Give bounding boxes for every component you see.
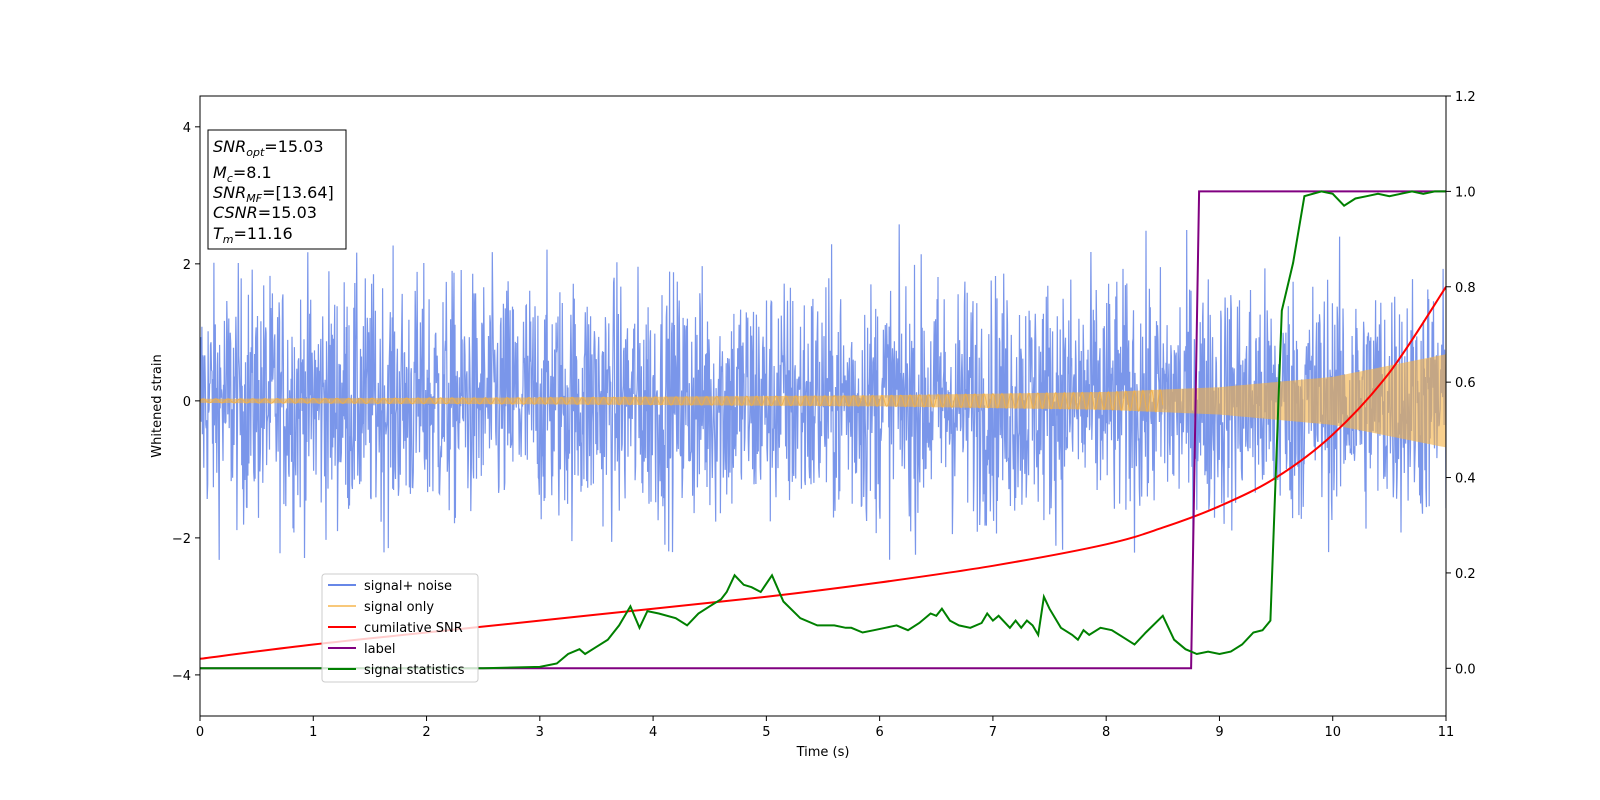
x-tick-label: 7	[989, 725, 997, 740]
y-left-tick-label: 2	[183, 258, 191, 273]
x-tick-label: 9	[1215, 725, 1223, 740]
x-tick-label: 2	[422, 725, 430, 740]
info-snr-mf: SNRMF=[13.64]	[213, 183, 334, 205]
info-csnr: CSNR=15.03	[213, 203, 317, 222]
x-tick-label: 11	[1438, 725, 1455, 740]
y-left-tick-label: −2	[172, 532, 191, 547]
x-tick-label: 3	[536, 725, 544, 740]
y-left-tick-label: −4	[172, 669, 191, 684]
x-tick-label: 8	[1102, 725, 1110, 740]
info-snr-opt: SNRopt=15.03	[213, 137, 324, 159]
plot-frame	[199, 95, 1447, 717]
info-box: SNRopt=15.03 Mc=8.1 SNRMF=[13.64] CSNR=1…	[207, 129, 347, 250]
y-right-tick-label: 1.0	[1455, 185, 1476, 200]
y-axis-right: 0.0 0.2 0.4 0.6 0.8 1.0 1.2	[1446, 90, 1476, 677]
legend-frame	[321, 573, 479, 683]
y-right-tick-label: 0.4	[1455, 472, 1476, 487]
x-tick-label: 6	[875, 725, 883, 740]
legend-label-signal-only: signal only	[364, 600, 434, 615]
y-right-tick-label: 0.8	[1455, 281, 1476, 296]
x-tick-label: 1	[309, 725, 317, 740]
x-tick-label: 0	[196, 725, 204, 740]
legend-label-signal-statistics: signal statistics	[364, 663, 465, 678]
y-right-tick-label: 1.2	[1455, 90, 1476, 105]
series-signal-statistics-line	[200, 190, 1446, 670]
legend-label-signal-noise: signal+ noise	[364, 579, 452, 594]
y-left-tick-label: 0	[183, 395, 191, 410]
y-axis-title: Whitened strain	[150, 354, 165, 457]
y-left-tick-label: 4	[183, 121, 191, 136]
y-right-tick-label: 0.6	[1455, 376, 1476, 391]
x-tick-label: 4	[649, 725, 657, 740]
y-right-tick-label: 0.2	[1455, 567, 1476, 582]
legend-label-cumilative-snr: cumilative SNR	[364, 621, 463, 636]
x-axis: 0 1 2 3 4 5 6 7 8 9 10 11	[196, 716, 1454, 740]
x-tick-label: 5	[762, 725, 770, 740]
y-right-tick-label: 0.0	[1455, 662, 1476, 677]
series-signal-only-line	[200, 388, 1164, 414]
x-tick-label: 10	[1324, 725, 1341, 740]
info-tm: Tm=11.16	[213, 224, 293, 246]
info-box-frame	[207, 129, 347, 250]
legend-label-label: label	[364, 642, 395, 657]
y-axis-left: −4 −2 0 2 4	[172, 121, 200, 684]
info-mc: Mc=8.1	[213, 163, 272, 185]
series-signal-only-band	[200, 354, 1446, 448]
x-axis-title: Time (s)	[796, 745, 850, 760]
legend: signal+ noise signal only cumilative SNR…	[321, 573, 479, 683]
